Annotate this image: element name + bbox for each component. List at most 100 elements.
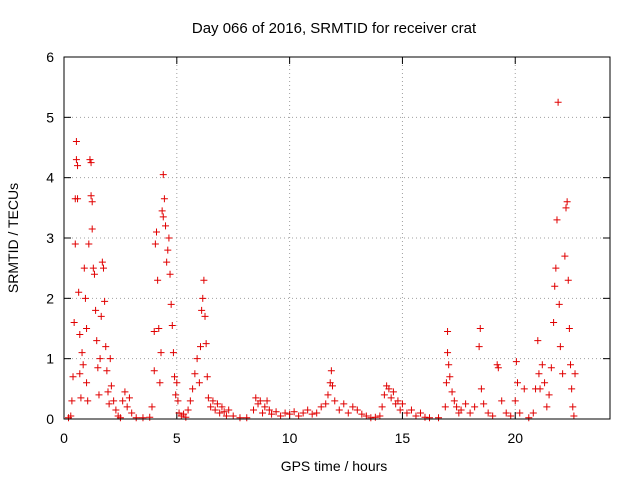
data-point	[162, 222, 170, 230]
data-point	[525, 414, 533, 422]
data-point	[84, 397, 92, 405]
data-point	[421, 413, 429, 421]
data-point	[536, 385, 544, 393]
data-point	[512, 358, 520, 366]
data-point	[299, 409, 307, 417]
data-point	[547, 364, 555, 372]
data-point	[426, 414, 434, 422]
x-tick-label: 15	[395, 430, 411, 446]
data-point	[362, 412, 370, 420]
data-point	[570, 412, 578, 420]
data-point	[445, 361, 453, 369]
data-point	[277, 412, 285, 420]
data-point	[569, 403, 577, 411]
y-tick-label: 1	[46, 351, 54, 367]
data-point	[416, 409, 424, 417]
data-point	[335, 406, 343, 414]
data-point	[119, 397, 127, 405]
x-tick-label: 0	[60, 430, 68, 446]
data-point	[236, 414, 244, 422]
data-point	[195, 379, 203, 387]
data-point	[286, 410, 294, 418]
data-point	[146, 413, 154, 421]
data-point	[446, 373, 454, 381]
data-point	[520, 385, 528, 393]
data-point	[225, 406, 233, 414]
data-point	[543, 403, 551, 411]
data-point	[116, 414, 124, 422]
data-point	[281, 409, 289, 417]
data-point	[173, 379, 181, 387]
data-point	[102, 343, 110, 351]
data-point	[484, 409, 492, 417]
data-point	[498, 397, 506, 405]
data-point	[86, 156, 94, 164]
data-point	[218, 403, 226, 411]
data-point	[78, 349, 86, 357]
data-point	[489, 412, 497, 420]
data-point	[243, 414, 251, 422]
data-point	[197, 343, 204, 351]
data-point	[165, 234, 173, 242]
data-point	[435, 414, 443, 422]
data-point	[74, 162, 82, 170]
data-point	[475, 343, 483, 351]
data-point	[166, 270, 174, 278]
data-points	[65, 98, 579, 422]
data-point	[193, 355, 201, 363]
data-point	[163, 258, 171, 266]
data-point	[466, 409, 474, 417]
y-tick-label: 6	[46, 49, 54, 65]
data-point	[331, 397, 339, 405]
data-point	[107, 382, 115, 390]
data-point	[139, 414, 147, 422]
data-point	[327, 367, 335, 375]
data-point	[110, 397, 118, 405]
data-point	[268, 410, 276, 418]
data-point	[511, 397, 519, 405]
data-point	[87, 192, 95, 200]
data-point	[516, 409, 524, 417]
data-point	[263, 397, 271, 405]
data-point	[290, 408, 298, 416]
data-point	[265, 406, 273, 414]
data-point	[407, 406, 415, 414]
data-point	[83, 325, 91, 332]
data-point	[112, 406, 120, 414]
y-tick-label: 4	[46, 170, 54, 186]
data-point	[344, 409, 352, 417]
data-point	[568, 385, 576, 393]
data-point	[308, 410, 316, 418]
data-point	[171, 373, 179, 381]
data-point	[159, 213, 167, 221]
data-point	[153, 228, 161, 236]
data-point	[328, 382, 336, 390]
data-point	[92, 306, 100, 314]
data-point	[209, 397, 217, 405]
data-point	[174, 397, 182, 405]
data-point	[216, 409, 224, 417]
data-point	[555, 300, 563, 308]
data-point	[158, 207, 166, 215]
data-point	[453, 403, 461, 411]
data-point	[477, 385, 485, 393]
data-point	[88, 225, 96, 233]
data-point	[160, 195, 168, 203]
data-point	[74, 195, 82, 203]
data-point	[412, 412, 420, 420]
x-axis-label: GPS time / hours	[281, 458, 388, 474]
data-point	[159, 171, 167, 179]
data-point	[85, 240, 93, 248]
data-point	[250, 406, 258, 414]
data-point	[462, 400, 470, 408]
data-point	[199, 294, 207, 302]
x-axis-ticks: 0 5 10 15 20	[60, 57, 523, 446]
data-point	[155, 325, 163, 332]
data-point	[71, 240, 79, 248]
data-point	[554, 98, 562, 106]
data-point	[200, 276, 208, 284]
data-point	[562, 204, 570, 212]
data-point	[317, 403, 325, 411]
grid-lines	[64, 57, 610, 419]
